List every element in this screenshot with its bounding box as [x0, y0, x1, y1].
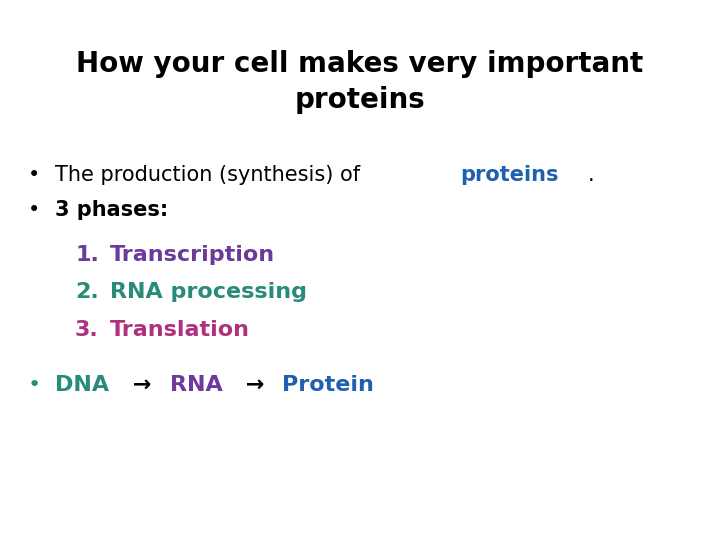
Text: RNA: RNA: [170, 375, 222, 395]
Text: →: →: [238, 375, 272, 395]
Text: 3.: 3.: [75, 320, 99, 340]
Text: Translation: Translation: [110, 320, 250, 340]
Text: 1.: 1.: [75, 245, 99, 265]
Text: RNA processing: RNA processing: [110, 282, 307, 302]
Text: •: •: [28, 200, 40, 220]
Text: →: →: [125, 375, 159, 395]
Text: •: •: [28, 375, 41, 395]
Text: Transcription: Transcription: [110, 245, 275, 265]
Text: Protein: Protein: [282, 375, 374, 395]
Text: How your cell makes very important
proteins: How your cell makes very important prote…: [76, 50, 644, 114]
Text: The production (synthesis) of: The production (synthesis) of: [55, 165, 366, 185]
Text: 3 phases:: 3 phases:: [55, 200, 168, 220]
Text: •: •: [28, 165, 40, 185]
Text: proteins: proteins: [460, 165, 559, 185]
Text: 2.: 2.: [75, 282, 99, 302]
Text: .: .: [588, 165, 595, 185]
Text: DNA: DNA: [55, 375, 109, 395]
